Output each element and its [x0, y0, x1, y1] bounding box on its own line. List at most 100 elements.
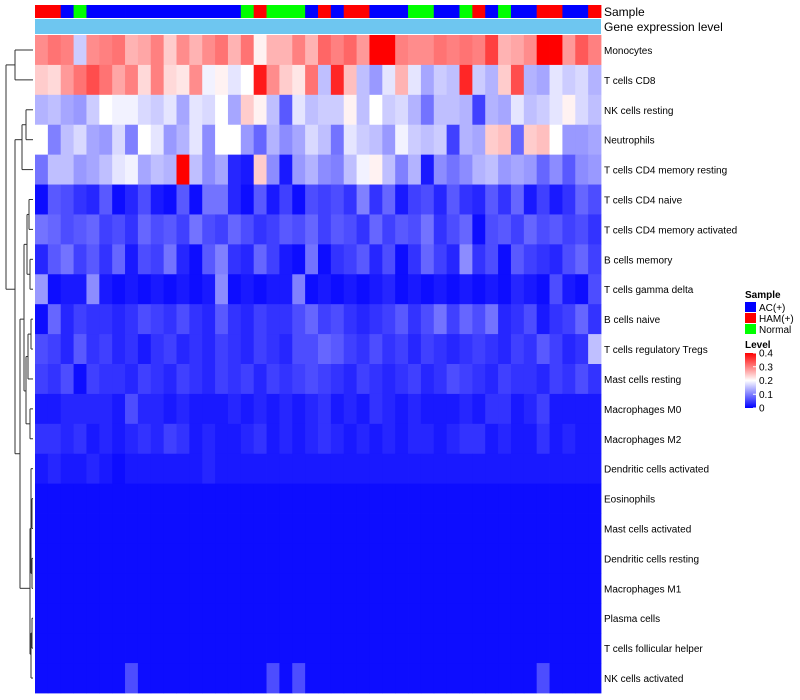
sample-annotation-cell: [189, 5, 203, 18]
heatmap-cell: [369, 334, 383, 365]
row-label: T cells CD4 naive: [604, 196, 683, 207]
heatmap-cell: [240, 35, 255, 66]
sample-annotation-cell: [369, 5, 383, 18]
heatmap-cell: [163, 573, 177, 604]
heatmap-cell: [343, 483, 357, 514]
heatmap-cell: [498, 483, 512, 514]
heatmap-cell: [215, 64, 229, 96]
heatmap-cell: [395, 184, 409, 215]
heatmap-cell: [227, 663, 242, 694]
heatmap-cell: [549, 154, 563, 185]
heatmap-cell: [330, 573, 345, 604]
heatmap-cell: [459, 274, 473, 305]
heatmap-cell: [395, 304, 409, 335]
heatmap-cell: [292, 633, 306, 664]
heatmap-cell: [459, 124, 473, 156]
heatmap-cell: [292, 244, 306, 275]
heatmap-cell: [356, 304, 370, 335]
heatmap-cell: [549, 513, 563, 544]
sample-annotation-cell: [150, 5, 165, 18]
heatmap-cell: [215, 603, 229, 634]
heatmap-cell: [536, 334, 550, 365]
heatmap-cell: [150, 35, 165, 66]
heatmap-cell: [343, 124, 357, 156]
legend-swatch-ham: [745, 313, 756, 323]
heatmap-cell: [343, 513, 357, 544]
row-labels: Monocytes T cells CD8 NK cells resting Neut…: [604, 46, 737, 685]
heatmap-cell: [125, 364, 139, 395]
heatmap-cell: [279, 334, 293, 365]
heatmap-cell: [266, 94, 280, 126]
heatmap-cell: [562, 154, 576, 185]
heatmap-cell: [588, 214, 602, 245]
heatmap-cell: [510, 513, 525, 544]
heatmap-cell: [318, 603, 332, 634]
heatmap-cell: [163, 543, 177, 574]
heatmap-cell: [125, 633, 139, 664]
heatmap-cell: [99, 453, 113, 485]
sample-annotation-cell: [60, 5, 74, 18]
heatmap-cell: [125, 573, 139, 604]
sample-annotation-cell: [137, 5, 152, 18]
heatmap-cell: [549, 124, 563, 156]
heatmap-cell: [369, 154, 383, 185]
heatmap-cell: [240, 244, 255, 275]
heatmap-cell: [330, 35, 345, 66]
heatmap-cell: [356, 663, 370, 694]
heatmap-cell: [485, 35, 499, 66]
heatmap-cell: [305, 603, 319, 634]
heatmap-cell: [176, 483, 190, 514]
heatmap-cell: [433, 364, 448, 395]
sample-annotation-cell: [433, 5, 448, 18]
heatmap-cell: [202, 483, 216, 514]
heatmap-cell: [420, 304, 435, 335]
heatmap-cell: [318, 35, 332, 66]
heatmap-cell: [472, 423, 486, 455]
heatmap-cell: [575, 423, 589, 455]
heatmap-cell: [279, 94, 293, 126]
heatmap-cell: [536, 35, 550, 66]
heatmap-cell: [47, 393, 62, 425]
legend-swatch-ac: [745, 302, 756, 312]
heatmap-cell: [485, 154, 499, 185]
heatmap-cell: [549, 35, 563, 66]
heatmap-cell: [485, 423, 499, 455]
heatmap-cell: [549, 184, 563, 215]
heatmap-cell: [446, 573, 460, 604]
heatmap-cell: [240, 423, 255, 455]
row-label: T cells gamma delta: [604, 285, 694, 296]
heatmap-cell: [112, 124, 126, 156]
heatmap-cell: [472, 35, 486, 66]
heatmap-cell: [150, 274, 165, 305]
heatmap-cell: [305, 334, 319, 365]
heatmap-cell: [35, 214, 49, 245]
gene-expression-level-track-label: Gene expression level: [604, 20, 723, 34]
heatmap-cell: [60, 393, 74, 425]
heatmap-cell: [137, 304, 152, 335]
heatmap-cell: [227, 94, 242, 126]
heatmap-cell: [575, 304, 589, 335]
heatmap-cell: [498, 334, 512, 365]
heatmap-cell: [112, 274, 126, 305]
heatmap-cell: [176, 274, 190, 305]
row-dendrogram: [5, 49, 33, 679]
heatmap-cell: [227, 304, 242, 335]
heatmap-cell: [279, 513, 293, 544]
heatmap-cell: [266, 573, 280, 604]
heatmap-cell: [472, 513, 486, 544]
sample-annotation-cell: [382, 5, 396, 18]
heatmap-cell: [382, 214, 396, 245]
heatmap-cell: [253, 603, 267, 634]
heatmap-cell: [99, 393, 113, 425]
heatmap-cell: [266, 453, 280, 485]
heatmap-cell: [99, 184, 113, 215]
heatmap-cell: [549, 543, 563, 574]
heatmap-cell: [202, 304, 216, 335]
heatmap-cell: [202, 393, 216, 425]
heatmap-cell: [137, 513, 152, 544]
heatmap-cell: [485, 94, 499, 126]
sample-annotation-cell: [549, 5, 563, 18]
heatmap-cell: [588, 453, 602, 485]
heatmap-cell: [292, 184, 306, 215]
heatmap-cell: [395, 663, 409, 694]
